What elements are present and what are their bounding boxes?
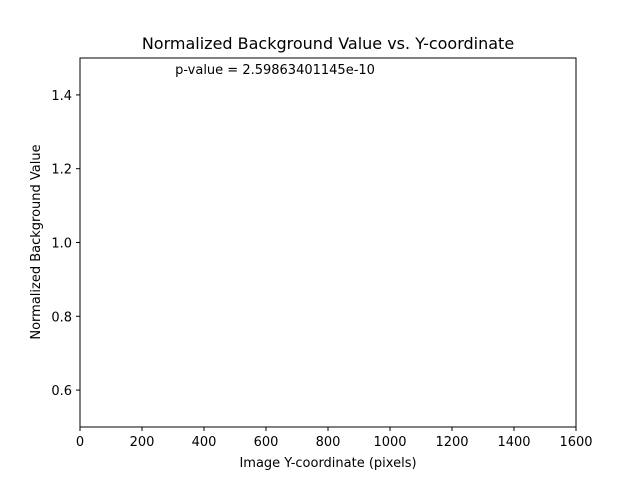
y-tick-label: 1.4: [51, 89, 72, 104]
y-tick-label: 0.8: [51, 310, 72, 325]
p-value-annotation: p-value = 2.59863401145e-10: [175, 63, 375, 78]
x-tick-label: 800: [316, 435, 341, 450]
y-axis: 0.6 0.8 1.0 1.2 1.4: [51, 89, 80, 399]
chart-title: Normalized Background Value vs. Y-coordi…: [142, 34, 514, 53]
x-tick-label: 1200: [435, 435, 468, 450]
x-tick-label: 400: [192, 435, 217, 450]
y-tick-label: 1.2: [51, 163, 72, 178]
plot-area: [79, 57, 577, 428]
x-tick-label: 1600: [559, 435, 592, 450]
x-tick-label: 600: [254, 435, 279, 450]
x-tick-label: 200: [130, 435, 155, 450]
x-axis: 0 200 400 600 800 1000 1200 1400 1600: [76, 427, 593, 450]
y-tick-label: 1.0: [51, 237, 72, 252]
x-tick-label: 0: [76, 435, 84, 450]
y-axis-label: Normalized Background Value: [29, 144, 44, 339]
x-axis-label: Image Y-coordinate (pixels): [239, 456, 416, 471]
x-tick-label: 1400: [497, 435, 530, 450]
y-tick-label: 0.6: [51, 384, 72, 399]
x-tick-label: 1000: [373, 435, 406, 450]
